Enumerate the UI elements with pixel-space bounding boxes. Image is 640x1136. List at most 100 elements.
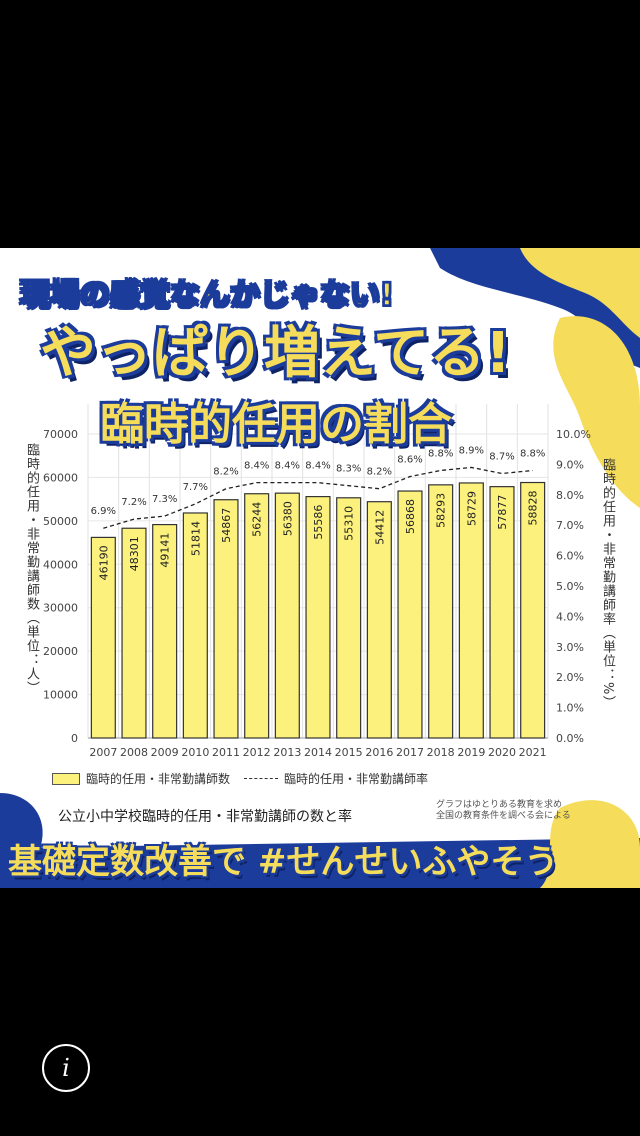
bar	[366, 501, 392, 739]
y-tick-label-left: 20000	[43, 645, 78, 658]
bar	[90, 536, 116, 739]
x-tick-label: 2009	[151, 746, 179, 759]
rate-label: 8.6%	[397, 455, 422, 466]
x-tick-label: 2021	[519, 746, 547, 759]
rate-label: 8.9%	[459, 445, 484, 456]
x-tick-label: 2015	[335, 746, 363, 759]
x-tick-label: 2016	[365, 746, 393, 759]
x-tick-label: 2007	[89, 746, 117, 759]
y-tick-label-right: 8.0%	[556, 489, 584, 502]
headline-line-1: 現場の感覚なんかじゃない!	[19, 277, 394, 314]
bar-value-label: 48301	[128, 536, 141, 571]
chart-title: 公立小中学校臨時的任用・非常勤講師の数と率	[58, 809, 352, 825]
y-tick-label-right: 4.0%	[556, 610, 584, 623]
bar	[336, 497, 362, 739]
rate-label: 7.2%	[121, 497, 146, 508]
headline-line-3: 臨時的任用の割合	[100, 399, 452, 450]
y-tick-label-left: 30000	[43, 602, 78, 615]
rate-label: 8.4%	[244, 461, 269, 472]
bar	[428, 484, 454, 739]
rate-label: 7.3%	[152, 494, 177, 505]
bar	[274, 492, 300, 739]
source-line-1: グラフはゆとりある教育を求め	[436, 800, 563, 810]
y-tick-label-right: 6.0%	[556, 550, 584, 563]
x-tick-label: 2011	[212, 746, 240, 759]
footer-slogan: 基礎定数改善で #せんせいふやそう	[8, 842, 559, 882]
y-tick-label-right: 5.0%	[556, 580, 584, 593]
y-tick-label-left: 40000	[43, 558, 78, 571]
bottom-right-blob-yellow	[540, 800, 640, 888]
rate-label: 8.8%	[428, 448, 453, 459]
bar	[152, 523, 178, 739]
bar-value-label: 46190	[97, 545, 110, 580]
x-tick-label: 2020	[488, 746, 516, 759]
x-tick-label: 2019	[457, 746, 485, 759]
bar-value-label: 56244	[251, 502, 264, 537]
legend-bar-swatch	[52, 772, 80, 785]
bar-value-label: 55586	[312, 505, 325, 540]
rate-label: 8.8%	[520, 448, 545, 459]
bar	[244, 493, 270, 739]
x-tick-label: 2012	[243, 746, 271, 759]
bar-value-label: 56380	[281, 501, 294, 536]
bar	[520, 481, 546, 739]
headline-line-2: やっぱり増えてる!	[40, 321, 511, 386]
y-axis-label-left: 臨時的任用・非常勤講師数（単位：人）	[24, 443, 39, 695]
bar-value-label: 58729	[465, 491, 478, 526]
y-tick-label-left: 70000	[43, 428, 78, 441]
source-line-2: 全国の教育条件を調べる会による	[436, 811, 571, 821]
chart-source-note: グラフはゆとりある教育を求め 全国の教育条件を調べる会による	[436, 800, 571, 822]
bar	[182, 512, 208, 739]
rate-line	[103, 466, 533, 529]
y-tick-label-right: 7.0%	[556, 519, 584, 532]
bar-value-label: 57877	[496, 495, 509, 530]
bar	[305, 495, 331, 739]
chart-legend: 臨時的任用・非常勤講師数 臨時的任用・非常勤講師率	[52, 770, 428, 787]
legend-line-swatch	[244, 778, 279, 779]
bar	[397, 490, 423, 739]
y-tick-label-right: 1.0%	[556, 702, 584, 715]
footer-band-blue	[0, 838, 640, 888]
y-tick-label-left: 0	[71, 732, 78, 745]
bar	[489, 486, 515, 739]
y-tick-label-right: 0.0%	[556, 732, 584, 745]
x-tick-label: 2014	[304, 746, 332, 759]
bar	[213, 499, 239, 739]
poster: 0 10000 20000 30000 40000 50000 60000 70000 0.0%…	[0, 248, 640, 888]
bar-value-label: 54867	[220, 508, 233, 543]
decorative-blobs	[0, 248, 640, 888]
y-tick-label-left: 50000	[43, 515, 78, 528]
rate-label: 8.2%	[367, 467, 392, 478]
x-tick-label: 2008	[120, 746, 148, 759]
bar-value-label: 58828	[527, 491, 540, 526]
x-tick-label: 2013	[273, 746, 301, 759]
rate-label: 8.7%	[489, 452, 514, 463]
bar-value-label: 49141	[159, 533, 172, 568]
bar	[458, 482, 484, 739]
rate-label: 8.4%	[305, 461, 330, 472]
bar-value-label: 51814	[189, 521, 202, 556]
bar-value-label: 54412	[373, 510, 386, 545]
x-tick-label: 2010	[181, 746, 209, 759]
y-tick-label-left: 10000	[43, 689, 78, 702]
y-tick-label-right: 9.0%	[556, 458, 584, 471]
legend-bar-label: 臨時的任用・非常勤講師数	[86, 772, 231, 786]
y-axis-label-right: 臨時的任用・非常勤講師率（単位：%）	[600, 458, 615, 710]
rate-label: 8.3%	[336, 464, 361, 475]
info-button[interactable]: i	[42, 1044, 90, 1092]
rate-label: 7.7%	[183, 482, 208, 493]
bar-value-label: 56868	[404, 499, 417, 534]
rate-label: 8.4%	[275, 461, 300, 472]
x-tick-label: 2018	[427, 746, 455, 759]
legend-line-label: 臨時的任用・非常勤講師率	[284, 772, 429, 786]
rate-label: 8.2%	[213, 467, 238, 478]
bar-line-chart: 0 10000 20000 30000 40000 50000 60000 70000 0.0%…	[43, 404, 591, 759]
x-tick-label: 2017	[396, 746, 424, 759]
y-tick-label-left: 60000	[43, 471, 78, 484]
bottom-left-blob-blue	[0, 793, 43, 858]
y-tick-label-right: 3.0%	[556, 641, 584, 654]
y-tick-label-right: 2.0%	[556, 671, 584, 684]
bar	[121, 527, 147, 739]
bar-value-label: 55310	[343, 506, 356, 541]
top-right-blob-yellow-2	[553, 316, 640, 508]
